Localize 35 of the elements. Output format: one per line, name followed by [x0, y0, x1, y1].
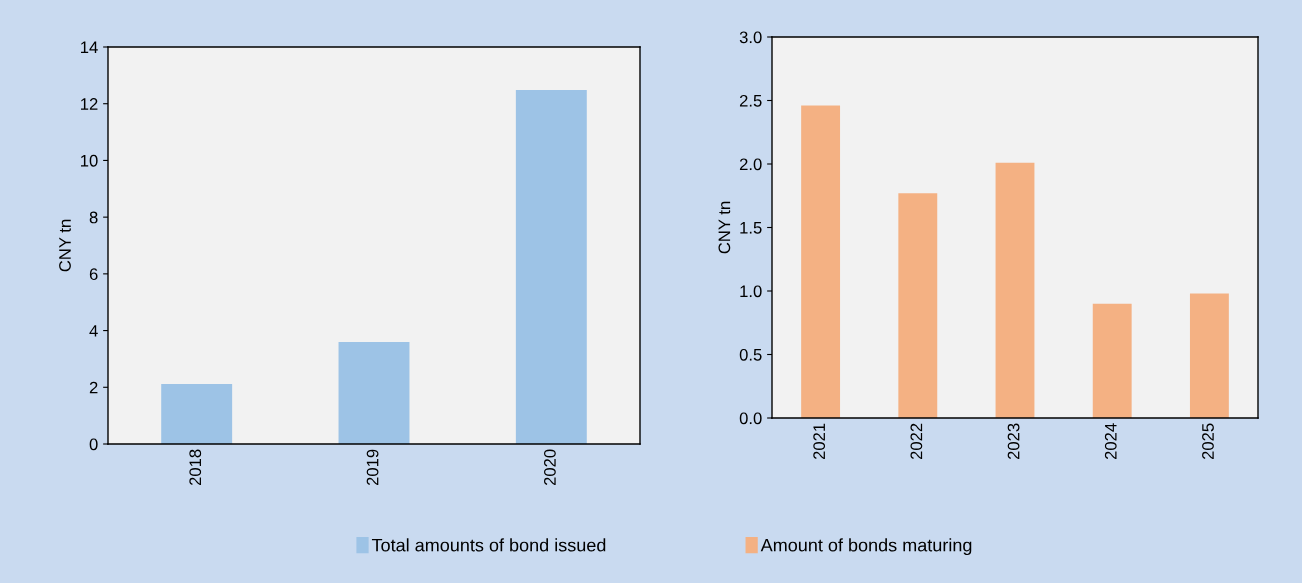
- y-tick-label: 6: [89, 268, 98, 281]
- y-tick-label: 2.0: [739, 158, 762, 171]
- y-tick-label: 3.0: [739, 31, 762, 44]
- bar: [1189, 293, 1229, 418]
- x-tick-label: 2021: [813, 423, 826, 460]
- y-tick-label: 10: [81, 154, 98, 167]
- y-tick-label: 0: [89, 438, 98, 451]
- x-tick-label: 2019: [366, 449, 379, 486]
- y-tick-label: 1.5: [740, 222, 762, 234]
- y-axis-title: CNY tn: [59, 219, 71, 272]
- x-tick-label: 2023: [1007, 423, 1020, 460]
- y-tick-label: 2.5: [739, 94, 762, 107]
- y-tick-label: 0.0: [739, 412, 762, 425]
- y-tick-label: 12: [81, 98, 98, 110]
- x-tick-label: 2018: [189, 449, 202, 486]
- y-tick-label: 8: [89, 211, 98, 224]
- y-tick-label: 14: [81, 41, 98, 54]
- bar: [801, 105, 841, 418]
- x-tick-label: 2022: [910, 423, 923, 460]
- y-tick-label: 4: [89, 325, 98, 337]
- legend-label: Total amounts of bond issued: [371, 538, 606, 552]
- y-tick-label: 0.5: [739, 348, 762, 361]
- x-tick-label: 2024: [1104, 423, 1117, 460]
- bar: [161, 383, 233, 444]
- y-axis-title: CNY tn: [718, 201, 731, 254]
- y-tick-label: 2: [89, 381, 98, 394]
- bar: [338, 341, 410, 444]
- bar: [898, 193, 938, 418]
- bar: [1092, 303, 1132, 418]
- bar: [995, 162, 1035, 418]
- legend-label: Amount of bonds maturing: [760, 538, 972, 556]
- x-tick-label: 2020: [544, 449, 556, 486]
- y-tick-label: 1.0: [740, 285, 762, 298]
- bar: [515, 90, 587, 444]
- x-tick-label: 2025: [1202, 423, 1214, 460]
